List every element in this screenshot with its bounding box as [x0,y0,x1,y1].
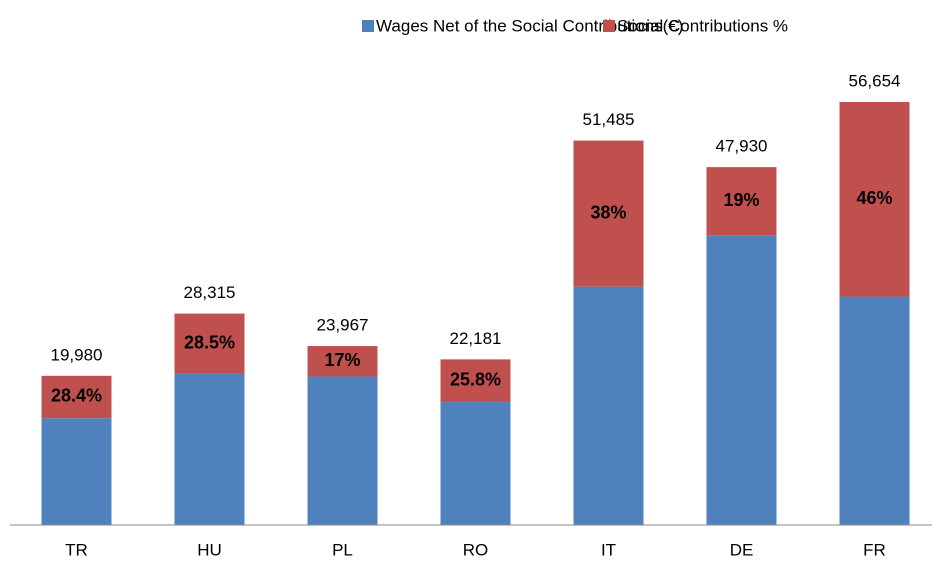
x-tick-label: HU [197,540,222,559]
legend-swatch [603,20,615,32]
segment-label: 17% [324,350,360,370]
x-tick-label: RO [463,540,489,559]
bar-segment [174,313,245,374]
bar-segment [706,235,777,526]
bar-segment [41,375,112,419]
bar-segment [307,376,378,525]
legend-swatch [362,20,374,32]
total-label: 23,967 [317,316,369,335]
bar-segment [440,359,511,403]
bar-segment [839,101,910,297]
bar-segment [307,346,378,377]
segment-label: 38% [590,202,626,222]
segment-label: 46% [856,188,892,208]
segment-label: 28.4% [51,386,102,406]
x-tick-label: PL [332,540,353,559]
legend-label: Social Contributions % [617,16,788,35]
bar-segment [573,140,644,287]
total-label: 28,315 [184,283,236,302]
segment-label: 19% [723,190,759,210]
total-label: 51,485 [583,110,635,129]
segment-label: 28.5% [184,332,235,352]
bar-segment [706,167,777,236]
total-label: 19,980 [51,345,103,364]
segment-label: 25.8% [450,369,501,389]
x-tick-label: FR [863,540,886,559]
x-tick-label: IT [601,540,616,559]
bar-segment [573,286,644,525]
bar-segment [839,296,910,525]
x-tick-label: TR [65,540,88,559]
x-tick-label: DE [730,540,754,559]
bar-segment [174,373,245,525]
total-label: 47,930 [716,137,768,156]
bar-segment [440,402,511,525]
bar-segment [41,418,112,525]
total-label: 22,181 [450,329,502,348]
total-label: 56,654 [849,71,901,90]
